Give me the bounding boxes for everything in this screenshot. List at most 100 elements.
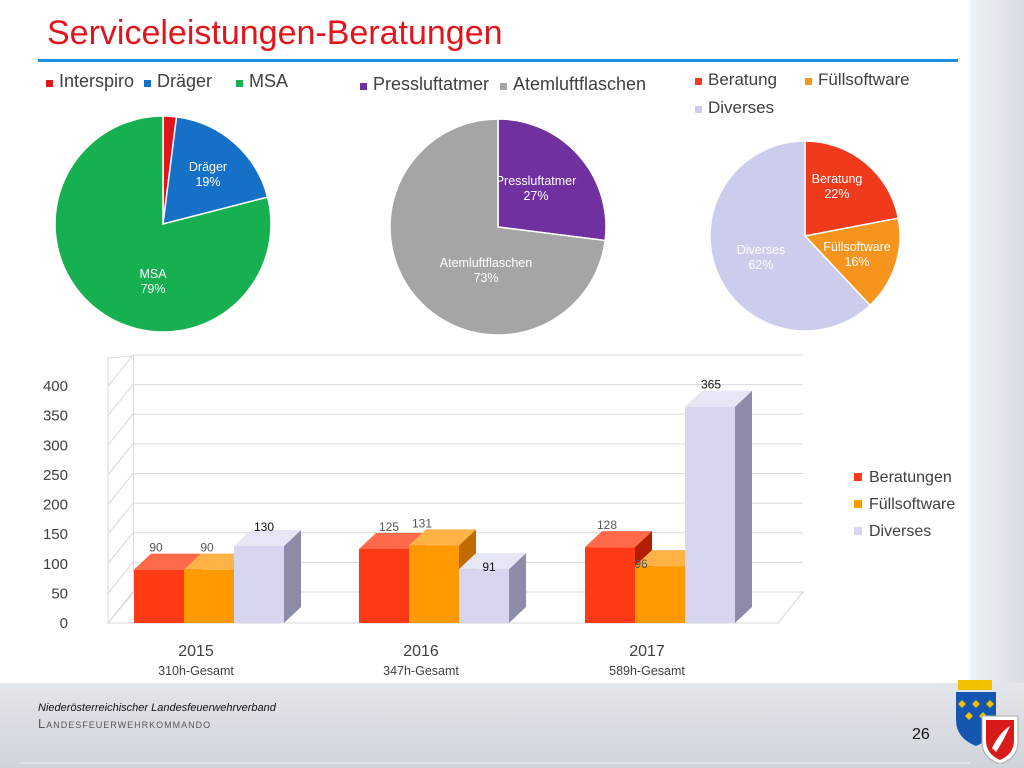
legend-swatch-draeger	[144, 80, 151, 87]
legend-label-beratungen: Beratungen	[869, 469, 952, 486]
category-total-2015: 310h-Gesamt	[158, 664, 234, 678]
legend-swatch-msa	[236, 80, 243, 87]
legend-swatch-fuellsoftware	[805, 78, 812, 85]
pie-pct-draeger: 19%	[195, 175, 220, 189]
y-tick-label: 0	[60, 615, 68, 632]
legend-swatch-fuellsoftware	[854, 500, 862, 508]
data-label-diverses-2015: 130	[254, 520, 274, 534]
legend-label-msa: MSA	[249, 71, 288, 91]
pie-slice-beratung	[804, 140, 900, 237]
legend-label-pressluftatmer: Pressluftatmer	[373, 74, 489, 94]
y-tick-label: 150	[43, 526, 68, 543]
bar-chart-side-wall	[107, 355, 134, 625]
bar-chart-floor	[106, 591, 805, 624]
pie-chart-manufacturers: Interspiro2%Dräger19%MSA79%InterspiroDrä…	[46, 71, 288, 333]
data-label-diverses-2017: 365	[701, 378, 721, 392]
eagles-icon	[958, 700, 994, 720]
bar-fuellsoftware-2016	[409, 545, 459, 623]
legend-label-fuellsoftware: Füllsoftware	[869, 496, 955, 513]
data-label-fuellsoftware-2017: 96	[634, 557, 648, 571]
legend-label-beratung: Beratung	[708, 70, 777, 89]
bar-chart-hours: 0 50 100 150 200 250 300 350 400 90 90 130 2015 310h-…	[43, 354, 955, 678]
pie-label-msa: MSA	[139, 267, 167, 281]
gridline	[107, 532, 803, 565]
legend-swatch-diverses	[854, 527, 862, 535]
pie-pct-pressluftatmer: 27%	[523, 189, 548, 203]
bar-top	[409, 529, 476, 546]
pie-label-beratung: Beratung	[812, 172, 863, 186]
bar-top	[359, 532, 426, 549]
pie-slice-fuellsoftware	[803, 217, 901, 307]
bar-top	[585, 531, 652, 548]
bar-top	[234, 529, 301, 546]
pie-slice-draeger	[162, 116, 269, 226]
y-tick-label: 350	[43, 408, 68, 425]
y-tick-label: 50	[51, 585, 68, 602]
pie-label-atemluftflaschen: Atemluftflaschen	[440, 256, 532, 270]
footer-command: Landesfeuerwehrkommando	[38, 716, 212, 731]
pie-label-diverses: Diverses	[737, 243, 786, 257]
bar-beratungen-2017	[585, 547, 635, 623]
y-tick-label: 400	[43, 378, 68, 395]
pie-label-draeger: Dräger	[189, 160, 227, 174]
gridline	[107, 413, 803, 446]
pie-chart-equipment: Pressluftatmer27%Atemluftflaschen73%Pres…	[360, 74, 646, 336]
gridline	[107, 561, 803, 594]
legend-swatch-atemluftflaschen	[500, 83, 507, 90]
bar-side	[284, 529, 301, 623]
gridline	[107, 384, 803, 416]
right-decor-band	[970, 0, 1024, 768]
pie-pct-diverses: 62%	[748, 258, 773, 272]
bar-side	[735, 390, 752, 623]
legend-swatch-beratungen	[854, 473, 862, 481]
footer-organization: Niederösterreichischer Landesfeuerwehrve…	[38, 702, 276, 714]
legend-label-diverses: Diverses	[708, 98, 774, 117]
title-underline	[38, 59, 958, 62]
gridline	[107, 473, 803, 505]
legend-label-interspiro: Interspiro	[59, 71, 134, 91]
pie-slice-diverses	[709, 140, 872, 332]
legend-swatch-interspiro	[46, 80, 53, 87]
data-label-fuellsoftware-2016: 131	[412, 516, 432, 530]
footer-divider	[20, 762, 970, 764]
bar-diverses-2016	[459, 569, 509, 623]
y-tick-label: 300	[43, 437, 68, 454]
legend-swatch-beratung	[695, 78, 702, 85]
footer-band	[0, 683, 1024, 768]
pie-slice-atemluftflaschen	[389, 118, 606, 336]
pie-slice-pressluftatmer	[497, 118, 607, 242]
bar-top	[459, 553, 526, 570]
bar-side	[509, 553, 526, 623]
data-label-fuellsoftware-2015: 90	[200, 541, 214, 555]
pie-pct-fuellsoftware: 16%	[844, 255, 869, 269]
legend-label-atemluftflaschen: Atemluftflaschen	[513, 74, 646, 94]
legend-label-draeger: Dräger	[157, 71, 212, 91]
gridline	[107, 502, 803, 535]
crown-icon	[958, 680, 992, 690]
y-tick-label: 200	[43, 497, 68, 514]
bar-diverses-2017	[685, 406, 735, 623]
slide-title: Serviceleistungen-Beratungen	[47, 14, 503, 52]
page-number: 26	[912, 726, 930, 743]
coat-of-arms-logo	[956, 680, 1019, 764]
legend-swatch-diverses	[695, 106, 702, 113]
legend-label-fuellsoftware: Füllsoftware	[818, 70, 910, 89]
bar-beratungen-2016	[359, 548, 409, 623]
y-tick-label: 100	[43, 556, 68, 573]
x-tick-label-2017: 2017	[629, 643, 665, 660]
legend-swatch-pressluftatmer	[360, 83, 367, 90]
x-tick-label-2016: 2016	[403, 643, 439, 660]
bar-top	[134, 553, 201, 570]
y-tick-label: 250	[43, 467, 68, 484]
pie-pct-atemluftflaschen: 73%	[473, 271, 498, 285]
pie-pct-beratung: 22%	[824, 187, 849, 201]
category-total-2017: 589h-Gesamt	[609, 664, 685, 678]
data-label-beratungen-2015: 90	[149, 541, 163, 555]
bar-diverses-2015	[234, 545, 284, 623]
legend-label-diverses: Diverses	[869, 523, 931, 540]
gridline	[107, 443, 803, 476]
data-label-beratungen-2017: 128	[597, 518, 617, 532]
pie-chart-service-type: Beratung22%Füllsoftware16%Diverses62%Ber…	[695, 70, 910, 332]
data-label-beratungen-2016: 125	[379, 520, 399, 534]
